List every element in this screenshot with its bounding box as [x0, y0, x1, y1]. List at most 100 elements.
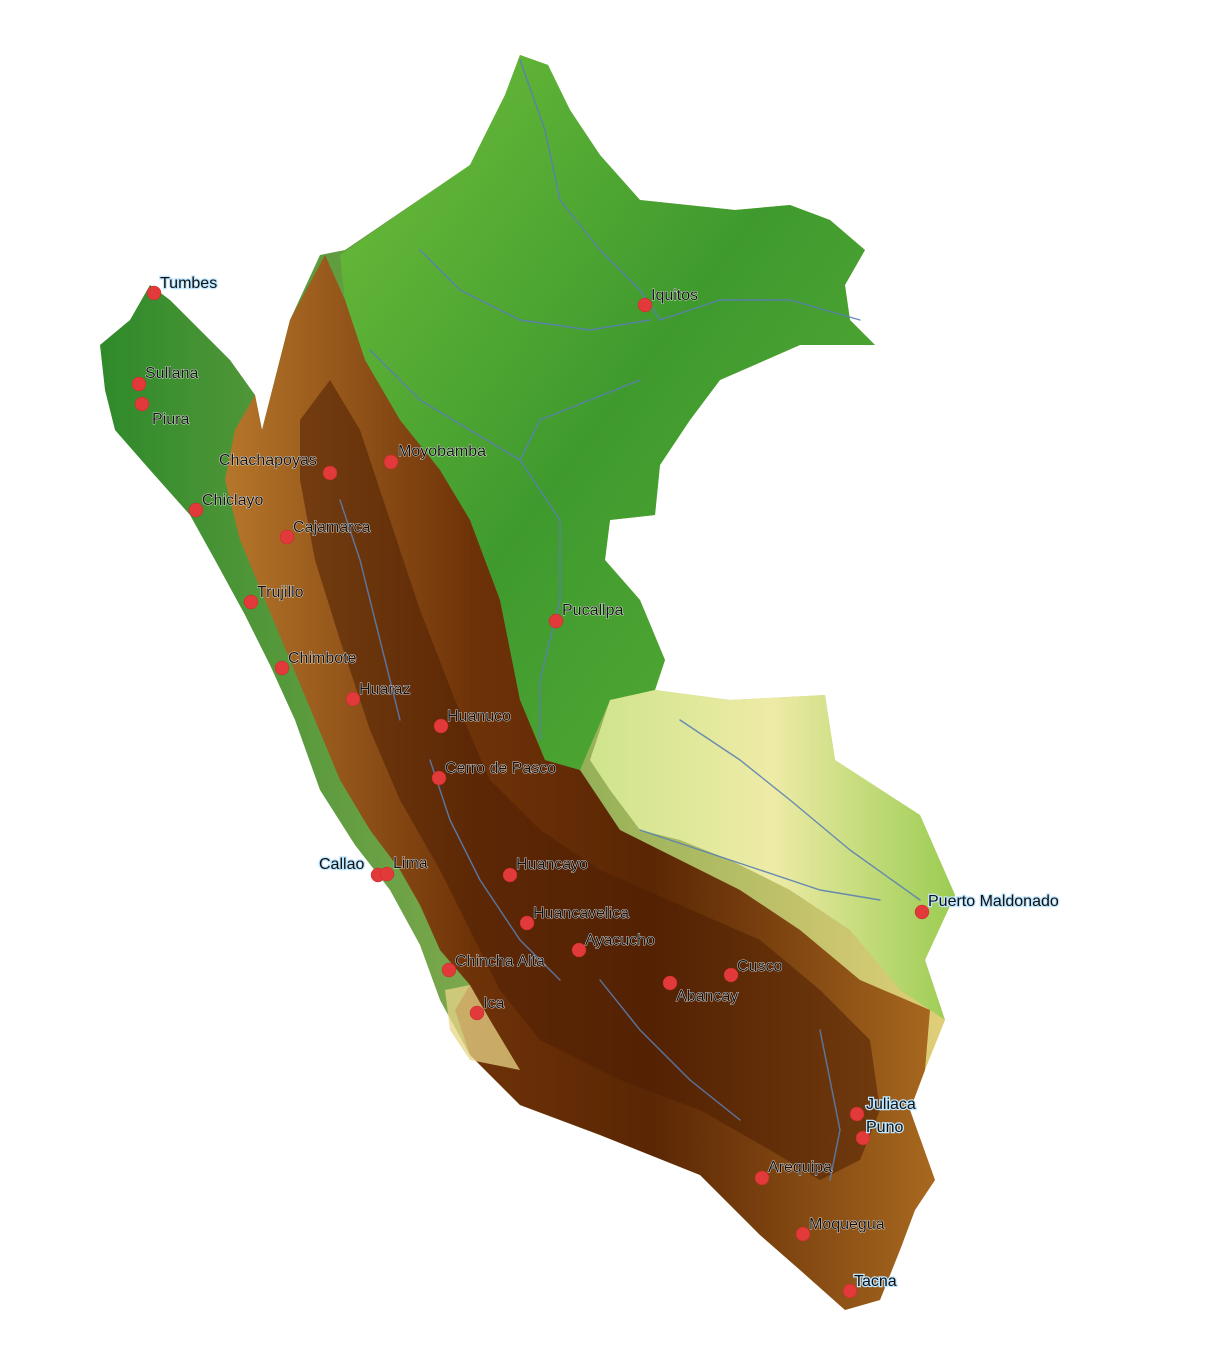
city-marker — [842, 1283, 858, 1299]
river — [369, 349, 561, 741]
city-marker — [433, 718, 449, 734]
city-chincha-alta[interactable]: Chincha Alta — [441, 953, 545, 978]
city-marker — [146, 285, 162, 301]
city-label: Lima — [393, 855, 428, 872]
city-marker — [322, 465, 338, 481]
river — [639, 829, 881, 901]
river — [599, 979, 741, 1121]
city-marker — [383, 454, 399, 470]
city-label: Pucallpa — [562, 602, 623, 619]
city-label: Ayacucho — [585, 932, 655, 949]
city-marker — [431, 770, 447, 786]
city-label: Iquitos — [651, 287, 698, 304]
city-marker — [571, 942, 587, 958]
city-huancavelica[interactable]: Huancavelica — [519, 905, 630, 931]
city-label: Huaraz — [359, 681, 411, 698]
river — [679, 719, 921, 901]
city-label: Chiclayo — [202, 492, 263, 509]
amazon-lowlands — [340, 55, 875, 770]
city-puno[interactable]: Puno — [855, 1118, 905, 1146]
city-huancayo[interactable]: Huancayo — [502, 856, 589, 883]
river — [519, 59, 661, 321]
city-label: Callao — [319, 856, 364, 873]
city-chimbote[interactable]: Chimbote — [274, 650, 357, 676]
city-label: Huanuco — [447, 708, 511, 725]
city-label: Trujillo — [257, 584, 304, 601]
city-moyobamba[interactable]: Moyobamba — [383, 443, 487, 470]
city-cerro-de-pasco[interactable]: Cerro de Pasco — [431, 760, 557, 786]
city-label: Piura — [152, 411, 189, 428]
city-chiclayo[interactable]: Chiclayo — [188, 492, 264, 518]
city-marker — [662, 975, 678, 991]
city-marker — [519, 915, 535, 931]
city-lima[interactable]: Lima — [379, 855, 428, 882]
city-sullana[interactable]: Sullana — [131, 365, 199, 392]
city-label: Abancay — [676, 988, 738, 1005]
city-marker — [188, 502, 204, 518]
city-marker — [795, 1226, 811, 1242]
city-cusco[interactable]: Cusco — [723, 958, 783, 983]
city-label: Moquegua — [809, 1216, 885, 1233]
city-tacna[interactable]: Tacna — [842, 1272, 898, 1299]
city-marker — [279, 529, 295, 545]
city-label: Chimbote — [288, 650, 357, 667]
city-marker — [379, 866, 395, 882]
city-marker — [274, 660, 290, 676]
city-label: Puerto Maldonado — [928, 893, 1059, 910]
city-marker — [849, 1106, 865, 1122]
city-label: Puno — [866, 1119, 903, 1136]
city-huanuco[interactable]: Huanuco — [433, 708, 512, 734]
city-moquegua[interactable]: Moquegua — [795, 1216, 885, 1242]
city-marker — [548, 613, 564, 629]
city-label: Tacna — [854, 1273, 897, 1290]
city-juliaca[interactable]: Juliaca — [849, 1095, 917, 1122]
city-label: Huancavelica — [533, 905, 629, 922]
coastal-desert — [445, 985, 520, 1070]
city-marker — [345, 691, 361, 707]
city-label: Chachapoyas — [219, 452, 317, 469]
river — [339, 499, 401, 721]
city-marker — [131, 376, 147, 392]
city-ica[interactable]: Ica — [469, 995, 505, 1021]
city-marker — [754, 1170, 770, 1186]
city-marker — [723, 967, 739, 983]
city-trujillo[interactable]: Trujillo — [243, 584, 304, 610]
city-piura[interactable]: Piura — [134, 396, 190, 428]
city-marker — [502, 867, 518, 883]
city-label: Cusco — [737, 958, 782, 975]
city-cajamarca[interactable]: Cajamarca — [279, 519, 371, 545]
city-label: Cajamarca — [293, 519, 370, 536]
rivers — [339, 59, 921, 1181]
city-huaraz[interactable]: Huaraz — [345, 681, 411, 707]
city-marker — [855, 1130, 871, 1146]
city-marker — [469, 1005, 485, 1021]
river — [819, 1029, 841, 1181]
city-iquitos[interactable]: Iquitos — [637, 287, 699, 313]
city-abancay[interactable]: Abancay — [662, 975, 739, 1005]
river — [659, 299, 861, 321]
city-tumbes[interactable]: Tumbes — [146, 274, 218, 301]
city-label: Arequipa — [768, 1159, 832, 1176]
city-label: Huancayo — [516, 856, 588, 873]
city-ayacucho[interactable]: Ayacucho — [571, 932, 655, 958]
city-arequipa[interactable]: Arequipa — [754, 1159, 833, 1186]
city-label: Tumbes — [160, 275, 217, 292]
city-layer: Tumbes Sullana Piura Chachapoyas Moyobam… — [131, 274, 1060, 1299]
city-pucallpa[interactable]: Pucallpa — [548, 602, 624, 629]
city-marker — [134, 396, 150, 412]
city-chachapoyas[interactable]: Chachapoyas — [219, 452, 338, 481]
city-marker — [441, 962, 457, 978]
river — [429, 759, 561, 981]
southeast-plains — [590, 690, 955, 1020]
city-label: Chincha Alta — [455, 953, 545, 970]
city-label: Ica — [483, 995, 504, 1012]
city-label: Juliaca — [866, 1096, 916, 1113]
city-marker — [637, 297, 653, 313]
city-marker — [914, 904, 930, 920]
city-marker — [243, 594, 259, 610]
city-label: Cerro de Pasco — [445, 760, 556, 777]
city-label: Sullana — [145, 365, 198, 382]
city-puerto-maldonado[interactable]: Puerto Maldonado — [914, 892, 1060, 920]
river — [419, 249, 651, 331]
